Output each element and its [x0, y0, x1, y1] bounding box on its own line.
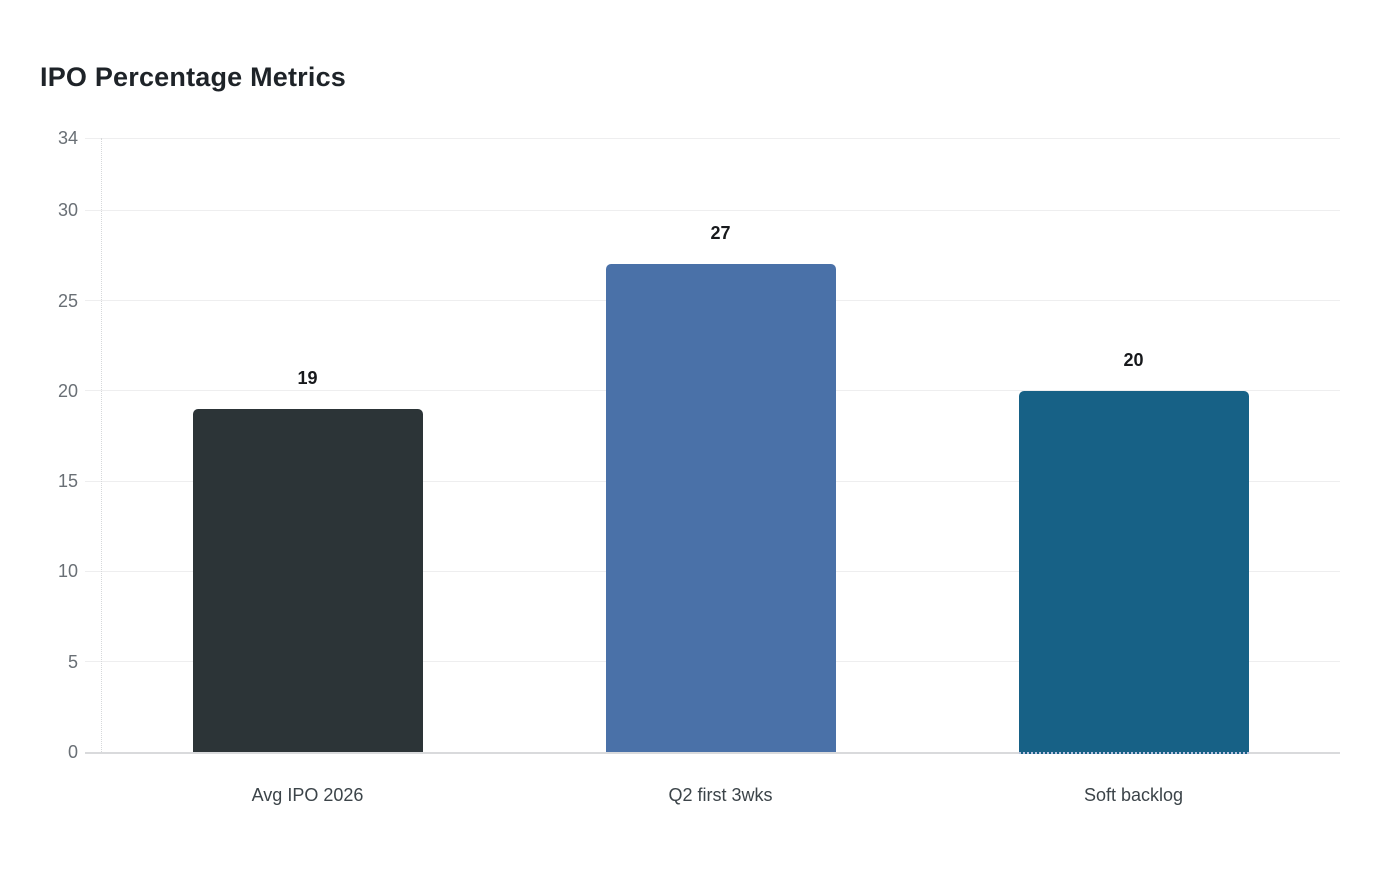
- gridline: [85, 137, 1340, 139]
- bar-q2-first-3wks: [605, 264, 836, 752]
- y-axis-tick-label: 30: [57, 200, 78, 221]
- chart-title: IPO Percentage Metrics: [40, 62, 347, 92]
- y-axis-tick-label: 10: [57, 561, 78, 582]
- y-axis-tick-label: 25: [57, 290, 78, 311]
- y-axis-tick-label: 15: [57, 471, 78, 492]
- bar-value-label-soft-backlog: 20: [1123, 349, 1144, 370]
- x-axis-category-label-avg-ipo-2026: Avg IPO 2026: [251, 785, 364, 805]
- bar-value-label-avg-ipo-2026: 19: [297, 367, 318, 388]
- y-axis-line: [101, 138, 102, 752]
- bar-avg-ipo-2026: [192, 408, 423, 752]
- bar-value-label-q2-first-3wks: 27: [710, 223, 731, 244]
- y-axis-tick-label: 34: [57, 128, 78, 148]
- y-axis-tick-label: 0: [67, 742, 78, 762]
- y-axis-tick-label: 20: [57, 380, 78, 401]
- x-axis-category-label-soft-backlog: Soft backlog: [1083, 785, 1184, 805]
- bar-soft-backlog: [1018, 390, 1249, 754]
- y-axis-tick-label: 5: [67, 651, 78, 672]
- x-axis-baseline: [85, 752, 1340, 754]
- x-axis-category-label-q2-first-3wks: Q2 first 3wks: [668, 785, 773, 805]
- gridline: [85, 209, 1340, 211]
